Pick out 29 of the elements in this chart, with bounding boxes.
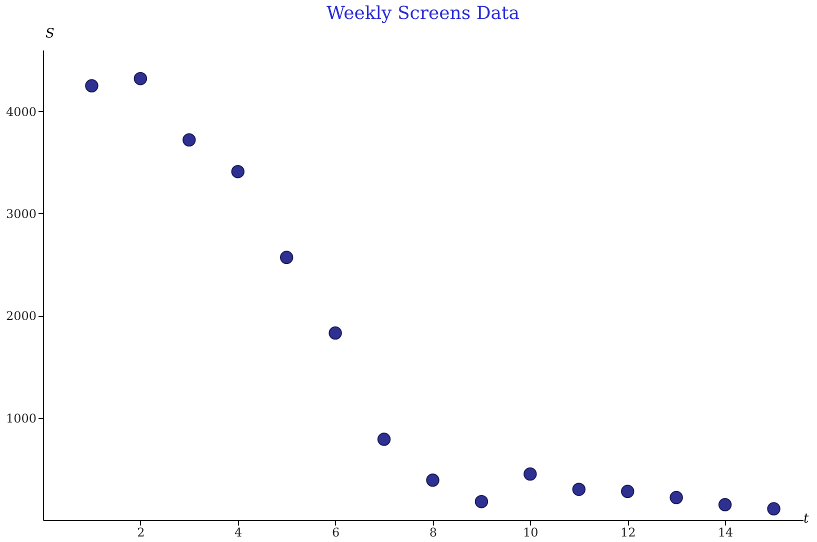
y-tick-label: 4000: [6, 104, 36, 119]
x-tick-label: 8: [429, 526, 438, 540]
point: [231, 164, 244, 178]
chart-title: Weekly Screens Data: [326, 3, 520, 24]
point: [474, 494, 488, 508]
point: [620, 484, 634, 498]
point: [134, 72, 148, 86]
y-tick-label: 3000: [6, 206, 36, 221]
x-tick-label: 10: [523, 526, 538, 540]
point: [377, 432, 391, 446]
point: [718, 498, 732, 512]
point: [280, 250, 294, 264]
x-tick-label: 14: [718, 526, 734, 540]
point: [670, 490, 683, 504]
x-axis-title: t: [804, 512, 810, 526]
x-tick-label: 2: [137, 526, 145, 540]
point: [426, 474, 440, 487]
y-tick-label: 1000: [6, 411, 36, 426]
point: [767, 502, 780, 516]
point: [85, 79, 98, 92]
x-tick-label: 6: [332, 526, 340, 540]
x-tick-label: 4: [234, 526, 243, 540]
point: [182, 133, 196, 147]
point: [572, 482, 586, 496]
point: [328, 326, 342, 340]
point: [524, 467, 537, 481]
y-axis-title: S: [46, 26, 54, 42]
y-tick-label: 2000: [6, 309, 36, 324]
x-tick-label: 12: [620, 526, 636, 540]
